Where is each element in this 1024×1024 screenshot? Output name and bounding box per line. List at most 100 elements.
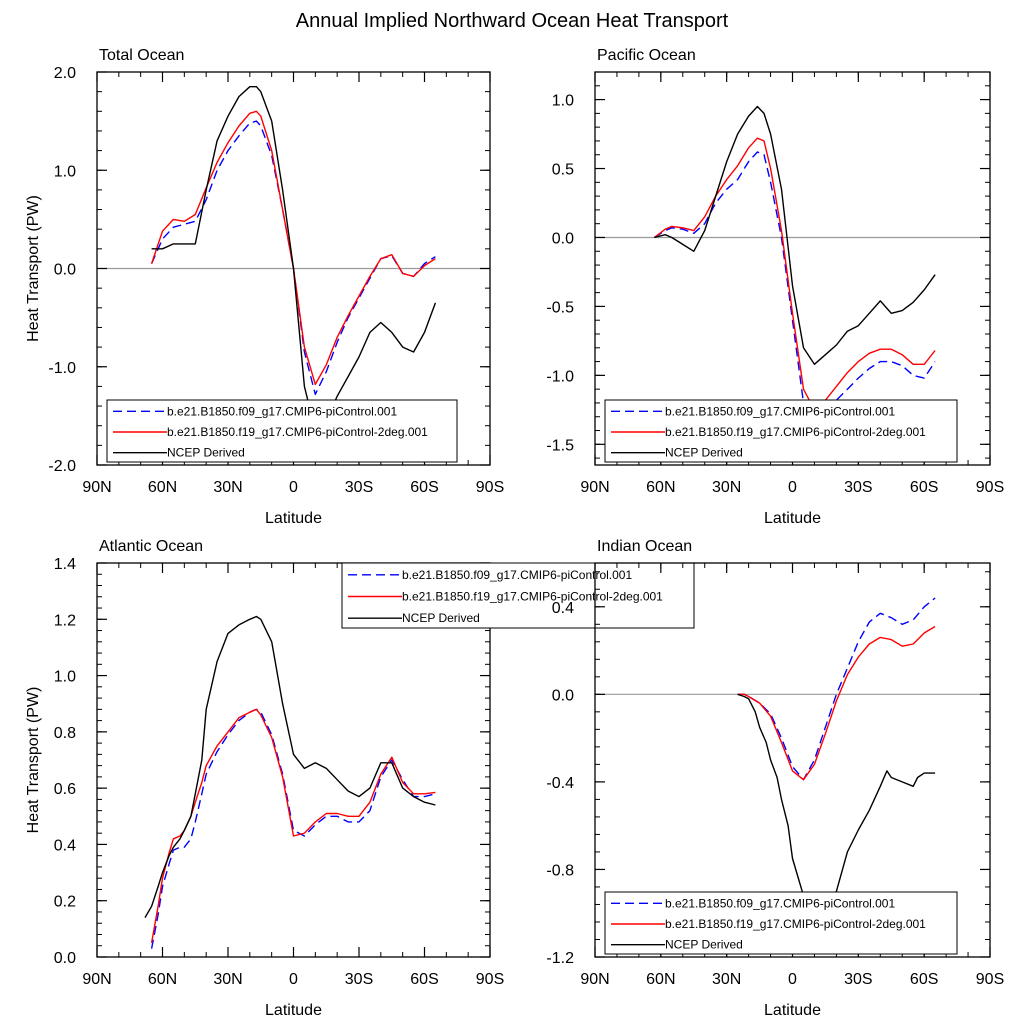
y-tick-label: 1.0 [54, 163, 76, 180]
series-line-1 [737, 597, 936, 781]
x-tick-label: 60N [646, 971, 675, 988]
y-tick-label: -1.0 [546, 368, 574, 385]
legend-box [106, 399, 458, 463]
y-tick-label: 0.6 [54, 781, 76, 798]
x-tick-label: 90S [976, 971, 1004, 988]
panel-title: Pacific Ocean [597, 47, 696, 64]
y-axis-label: Heat Transport (PW) [25, 687, 42, 834]
legend-label-2: b.e21.B1850.f19_g17.CMIP6-piControl-2deg… [402, 590, 663, 604]
legend-label-2: b.e21.B1850.f19_g17.CMIP6-piControl-2deg… [665, 425, 926, 439]
y-tick-label: 1.2 [54, 612, 76, 629]
y-tick-label: 0.0 [552, 230, 574, 247]
y-tick-label: -1.5 [546, 437, 574, 454]
panel-title: Total Ocean [99, 47, 184, 64]
y-tick-label: -0.8 [546, 862, 574, 879]
panel-title: Atlantic Ocean [99, 538, 203, 555]
series-line-3 [144, 615, 436, 918]
x-tick-label: 30N [712, 479, 741, 496]
y-tick-label: 0.4 [552, 600, 574, 617]
x-tick-label: 90N [82, 479, 111, 496]
series-line-2 [150, 110, 436, 386]
x-tick-label: 60N [148, 971, 177, 988]
x-axis-label: Latitude [265, 1002, 322, 1019]
y-tick-label: -0.4 [546, 775, 574, 792]
series-line-2 [150, 708, 436, 944]
y-tick-label: 1.0 [54, 669, 76, 686]
y-tick-label: 1.0 [552, 93, 574, 110]
x-tick-label: 30N [712, 971, 741, 988]
x-tick-label: 0 [289, 971, 298, 988]
series-line-3 [654, 105, 936, 365]
legend-label-1: b.e21.B1850.f09_g17.CMIP6-piControl.001 [665, 404, 895, 418]
legend-label-2: b.e21.B1850.f19_g17.CMIP6-piControl-2deg… [167, 425, 428, 439]
chart-panel-4: Indian Ocean 90N 60N 30N 0 30S 60S 90S 0.4 0.0 -0.… [546, 538, 1004, 1019]
x-tick-label: 60S [410, 479, 438, 496]
series-line-3 [151, 86, 437, 432]
x-tick-label: 60S [910, 971, 938, 988]
y-tick-label: 0.4 [54, 837, 76, 854]
x-tick-label: 0 [788, 971, 797, 988]
y-axis-label: Heat Transport (PW) [25, 195, 42, 342]
x-tick-label: 90N [82, 971, 111, 988]
chart-panel-2: Pacific Ocean 90N 60N 30N 0 30S 60S 90S 1.0 0.5 0.… [546, 47, 1004, 527]
x-tick-label: 60N [148, 479, 177, 496]
y-tick-label: 0.0 [54, 950, 76, 967]
y-tick-label: -1.2 [546, 950, 574, 967]
x-tick-label: 0 [788, 479, 797, 496]
y-tick-label: 1.4 [54, 556, 76, 573]
legend-label-1: b.e21.B1850.f09_g17.CMIP6-piControl.001 [402, 568, 632, 582]
legend: b.e21.B1850.f09_g17.CMIP6-piControl.001b… [604, 891, 958, 955]
y-tick-label: 0.5 [552, 162, 574, 179]
x-tick-label: 60S [910, 479, 938, 496]
legend: b.e21.B1850.f09_g17.CMIP6-piControl.001b… [604, 399, 958, 463]
x-tick-label: 60N [646, 479, 675, 496]
x-tick-label: 30S [844, 479, 872, 496]
legend-label-1: b.e21.B1850.f09_g17.CMIP6-piControl.001 [167, 404, 397, 418]
legend-label-3: NCEP Derived [167, 446, 245, 460]
legend: b.e21.B1850.f09_g17.CMIP6-piControl.001b… [341, 562, 695, 629]
y-tick-label: 2.0 [54, 65, 76, 82]
x-tick-label: 90S [476, 971, 504, 988]
x-axis-label: Latitude [764, 510, 821, 527]
series-line-1 [653, 151, 936, 425]
y-tick-label: 0.8 [54, 725, 76, 742]
x-tick-label: 90N [580, 479, 609, 496]
x-tick-label: 60S [410, 971, 438, 988]
legend-box [604, 891, 958, 955]
x-tick-label: 90S [976, 479, 1004, 496]
chart-panels: Total Ocean 90N 60N 30N 0 30S 60S 90S 2.0 1.0 0.0 -… [25, 47, 1004, 1019]
y-tick-label: 0.0 [54, 262, 76, 279]
legend-label-2: b.e21.B1850.f19_g17.CMIP6-piControl-2deg… [665, 917, 926, 931]
x-tick-label: 0 [289, 479, 298, 496]
series-line-2 [653, 137, 936, 411]
chart-panel-1: Total Ocean 90N 60N 30N 0 30S 60S 90S 2.0 1.0 0.0 -… [25, 47, 504, 527]
y-tick-label: 0.0 [552, 687, 574, 704]
x-tick-label: 30S [345, 479, 373, 496]
x-tick-label: 90N [580, 971, 609, 988]
figure-title: Annual Implied Northward Ocean Heat Tran… [296, 10, 729, 32]
x-tick-label: 30S [844, 971, 872, 988]
legend-label-3: NCEP Derived [402, 611, 480, 625]
x-axis-label: Latitude [265, 510, 322, 527]
y-tick-label: -1.0 [48, 360, 76, 377]
legend-box [341, 562, 695, 629]
x-axis-label: Latitude [764, 1002, 821, 1019]
legend-box [604, 399, 958, 463]
x-tick-label: 90S [476, 479, 504, 496]
legend: b.e21.B1850.f09_g17.CMIP6-piControl.001b… [106, 399, 458, 463]
series-line-2 [737, 625, 936, 781]
chart-panel-3: Atlantic Ocean 90N 60N 30N 0 30S 60S 90S 1.4 1.2 1… [25, 538, 695, 1019]
x-tick-label: 30N [213, 971, 242, 988]
y-tick-label: 0.2 [54, 894, 76, 911]
plot-frame [594, 562, 991, 958]
x-tick-label: 30S [345, 971, 373, 988]
x-tick-label: 30N [213, 479, 242, 496]
legend-label-3: NCEP Derived [665, 938, 743, 952]
panel-title: Indian Ocean [597, 538, 692, 555]
plot-frame [96, 562, 491, 958]
legend-label-1: b.e21.B1850.f09_g17.CMIP6-piControl.001 [665, 896, 895, 910]
y-tick-label: -0.5 [546, 299, 574, 316]
plot-frame [594, 71, 991, 466]
